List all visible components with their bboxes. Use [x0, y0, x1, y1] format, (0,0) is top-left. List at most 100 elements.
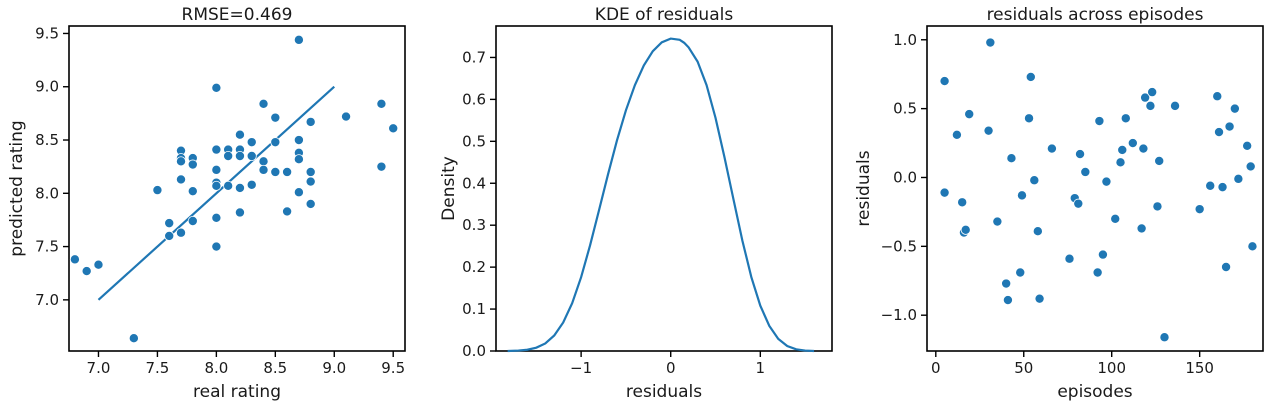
chart-title: residuals across episodes [987, 5, 1204, 25]
data-point [1120, 113, 1131, 124]
data-point [1006, 153, 1017, 164]
data-point [211, 241, 222, 252]
x-axis-label: residuals [626, 382, 702, 402]
data-point [93, 259, 104, 270]
data-point [187, 186, 198, 197]
data-point [957, 197, 968, 208]
data-point [270, 112, 281, 123]
data-point [258, 164, 269, 175]
y-tick-label: −1.0 [881, 306, 917, 324]
data-point [1115, 157, 1126, 168]
data-point [1170, 100, 1181, 111]
data-point [1034, 293, 1045, 304]
data-point [939, 187, 950, 198]
data-point [305, 176, 316, 187]
data-point [1147, 87, 1158, 98]
y-tick-label: 8.5 [35, 131, 59, 149]
data-point [246, 179, 257, 190]
y-tick-label: 0.1 [462, 300, 486, 318]
data-point [992, 216, 1003, 227]
data-point [1247, 241, 1258, 252]
x-tick-label: 0 [666, 359, 676, 377]
data-point [1154, 155, 1165, 166]
data-point [939, 76, 950, 87]
data-point [1127, 138, 1138, 149]
data-point [164, 218, 175, 229]
data-point [341, 111, 352, 122]
y-tick-label: 7.5 [35, 238, 59, 256]
data-point [1001, 278, 1012, 289]
data-point [246, 137, 257, 148]
data-point [164, 230, 175, 241]
data-point [1064, 253, 1075, 264]
chart-title: RMSE=0.469 [182, 5, 293, 25]
reference-line [97, 85, 336, 301]
data-point [1015, 267, 1026, 278]
x-tick-label: 0 [931, 359, 941, 377]
x-axis-label: real rating [193, 382, 281, 402]
data-point [376, 161, 387, 172]
data-point [1152, 201, 1163, 212]
data-point [282, 206, 293, 217]
data-point [69, 254, 80, 265]
y-tick-label: 0.0 [893, 168, 917, 186]
data-point [1073, 198, 1084, 209]
data-point [1046, 143, 1057, 154]
x-tick-label: −1 [570, 359, 592, 377]
plot-frame [68, 25, 406, 352]
y-tick-label: 9.5 [35, 24, 59, 42]
data-point [211, 180, 222, 191]
data-point [1242, 140, 1253, 151]
data-point [270, 166, 281, 177]
data-point [211, 212, 222, 223]
panel-2: KDE of residuals −1 0 1 0.0 0.1 0.2 0.3 0.4 0.5 0.… [439, 5, 833, 402]
y-tick-label: 0.5 [462, 132, 486, 150]
data-point [305, 198, 316, 209]
data-point [1145, 100, 1156, 111]
plot-frame [495, 25, 833, 352]
data-point [1097, 249, 1108, 260]
data-point [305, 166, 316, 177]
x-tick-label: 100 [1097, 359, 1126, 377]
data-point [1159, 332, 1170, 343]
data-point [81, 266, 92, 277]
data-point [1224, 121, 1235, 132]
data-point [960, 224, 971, 235]
data-point [293, 34, 304, 45]
data-point [152, 185, 163, 196]
data-point [388, 123, 399, 134]
data-point [211, 144, 222, 155]
data-point [1136, 223, 1147, 234]
data-point [1025, 71, 1036, 82]
data-point [175, 174, 186, 185]
data-point [1117, 144, 1128, 155]
kde-curve [507, 37, 815, 353]
data-point [1024, 113, 1035, 124]
data-point [223, 180, 234, 191]
data-point [1094, 116, 1105, 127]
data-point [1016, 190, 1027, 201]
data-point [1029, 175, 1040, 186]
data-point [270, 137, 281, 148]
panel-1: RMSE=0.469 7.0 7.5 8.0 8.5 9.0 9.5 7.0 7.5 8.0 8.5… [7, 5, 406, 402]
data-point [223, 150, 234, 161]
data-point [293, 187, 304, 198]
y-tick-label: 0.6 [462, 90, 486, 108]
y-tick-label: 9.0 [35, 78, 59, 96]
data-point [1194, 204, 1205, 215]
y-tick-label: 0.2 [462, 258, 486, 276]
data-point [1205, 180, 1216, 191]
y-tick-label: −0.5 [881, 237, 917, 255]
data-point [1229, 103, 1240, 114]
data-point [1138, 143, 1149, 154]
data-point [175, 227, 186, 238]
y-tick-label: 7.0 [35, 291, 59, 309]
x-tick-label: 1 [756, 359, 766, 377]
data-point [234, 129, 245, 140]
data-point [1075, 149, 1086, 160]
x-tick-label: 7.0 [87, 359, 111, 377]
y-tick-label: 0.0 [462, 342, 486, 360]
x-tick-label: 50 [1014, 359, 1033, 377]
data-point [1140, 92, 1151, 103]
